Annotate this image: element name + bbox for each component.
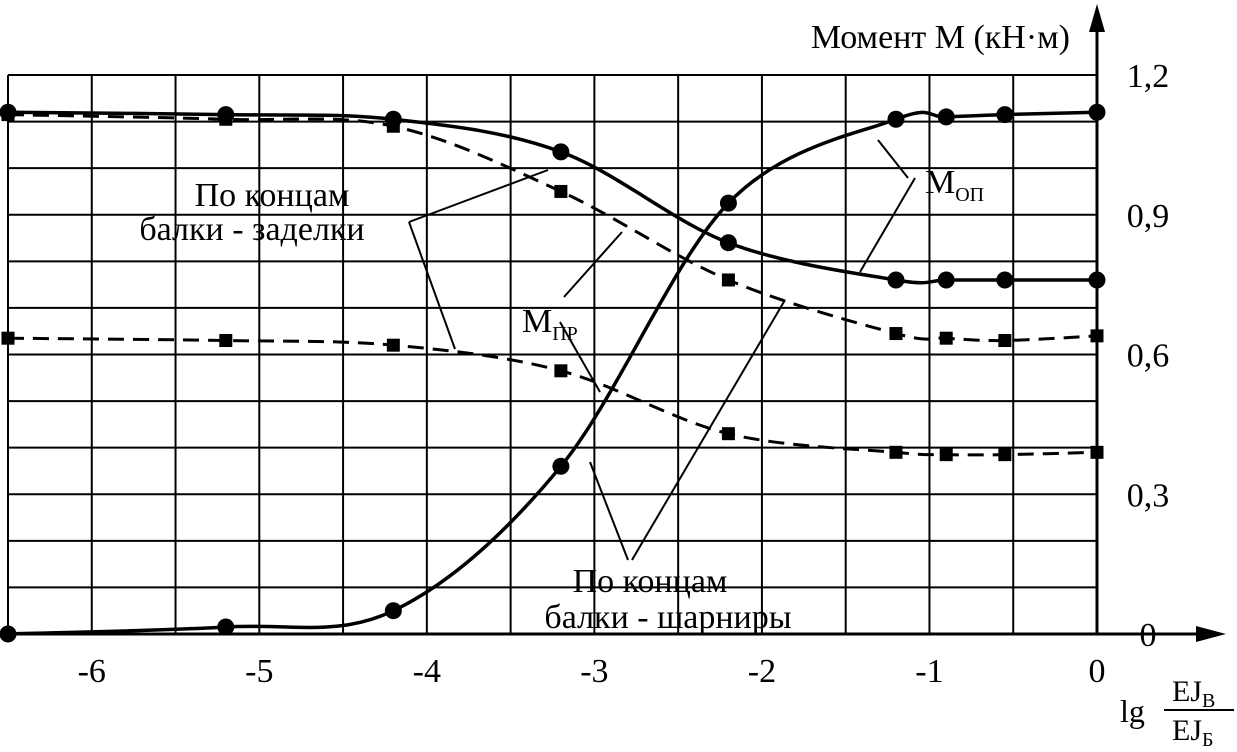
data-point-circle xyxy=(1088,271,1106,289)
annotation-fixed-ends-line2: балки - заделки xyxy=(139,211,364,248)
annotation-leaders xyxy=(408,139,916,561)
x-axis-label-prefix: lg xyxy=(1120,693,1145,729)
data-point-square xyxy=(554,364,568,378)
tick-labels: -6 -5 -4 -3 -2 -1 00 0,3 0,6 0,9 1,2 xyxy=(78,58,1170,690)
data-point-square xyxy=(1090,445,1104,459)
annotation-leader-line xyxy=(559,321,601,393)
x-axis-label-denominator: EJБ xyxy=(1172,714,1213,751)
grid xyxy=(7,74,1098,634)
annotation-leader-line xyxy=(563,231,623,298)
annotation-hinged-ends-line2: балки - шарниры xyxy=(544,599,791,636)
annotation-leader-line xyxy=(408,221,456,350)
x-tick-label: 0 xyxy=(1089,653,1106,690)
annotation-fixed-ends-line1: По концам xyxy=(195,177,350,214)
annotation-leader-line xyxy=(631,299,786,561)
y-axis-label: Момент М (кН·м) xyxy=(811,19,1070,56)
annotation-m-op: МОП xyxy=(925,164,984,206)
series-1 xyxy=(0,103,1106,643)
data-point-circle xyxy=(719,194,737,212)
axes xyxy=(8,4,1226,642)
y-axis-arrow xyxy=(1089,4,1105,32)
data-point-circle xyxy=(937,271,955,289)
series-line xyxy=(7,113,1098,343)
series-line xyxy=(7,336,1098,457)
data-point-circle xyxy=(996,106,1014,124)
data-point-circle xyxy=(937,108,955,126)
data-point-square xyxy=(1,331,15,345)
annotation-leader-line xyxy=(859,177,916,273)
data-point-square xyxy=(219,112,233,126)
annotation-leader-line xyxy=(877,139,909,179)
data-point-circle xyxy=(887,110,905,128)
data-point-square xyxy=(939,448,953,462)
data-point-circle xyxy=(217,618,235,636)
x-tick-label: -3 xyxy=(580,653,608,690)
data-point-square xyxy=(554,184,568,198)
data-point-circle xyxy=(996,271,1014,289)
x-axis-label-numerator: EJВ xyxy=(1172,675,1215,712)
data-point-circle xyxy=(887,271,905,289)
x-tick-label: -4 xyxy=(413,653,441,690)
annotation-leader-line xyxy=(408,169,549,223)
x-tick-label: -2 xyxy=(748,653,776,690)
x-axis-arrow xyxy=(1196,626,1226,642)
data-point-square xyxy=(386,119,400,133)
series-group xyxy=(0,103,1106,643)
data-point-circle xyxy=(552,143,570,161)
data-point-square xyxy=(1090,329,1104,343)
annotation-leader-line xyxy=(589,461,629,561)
data-point-circle xyxy=(0,625,17,643)
y-tick-label: 1,2 xyxy=(1127,58,1170,95)
data-point-square xyxy=(889,327,903,341)
data-point-square xyxy=(721,273,735,287)
data-point-circle xyxy=(1088,103,1106,121)
data-point-square xyxy=(939,331,953,345)
y-tick-label: 0,9 xyxy=(1127,198,1170,235)
data-point-square xyxy=(998,334,1012,348)
series-line xyxy=(7,110,1097,285)
data-point-square xyxy=(219,334,233,348)
data-point-square xyxy=(721,427,735,441)
data-point-square xyxy=(998,448,1012,462)
data-point-circle xyxy=(719,234,737,252)
x-tick-label: -6 xyxy=(78,653,106,690)
x-axis-label: lg EJВ EJБ xyxy=(1120,675,1234,751)
data-point-square xyxy=(889,445,903,459)
y-tick-label: 0,3 xyxy=(1127,477,1170,514)
data-point-square xyxy=(1,108,15,122)
x-tick-label: -5 xyxy=(245,653,273,690)
annotation-m-pr: МПР xyxy=(522,303,578,345)
x-tick-label: -1 xyxy=(915,653,943,690)
data-point-circle xyxy=(384,602,402,620)
data-point-circle xyxy=(552,457,570,475)
y-tick-label: 0 xyxy=(1140,617,1157,654)
y-tick-label: 0,6 xyxy=(1127,338,1170,375)
series-3 xyxy=(1,331,1104,462)
series-2 xyxy=(1,108,1104,348)
data-point-square xyxy=(386,338,400,352)
annotation-hinged-ends-line1: По концам xyxy=(573,563,728,600)
